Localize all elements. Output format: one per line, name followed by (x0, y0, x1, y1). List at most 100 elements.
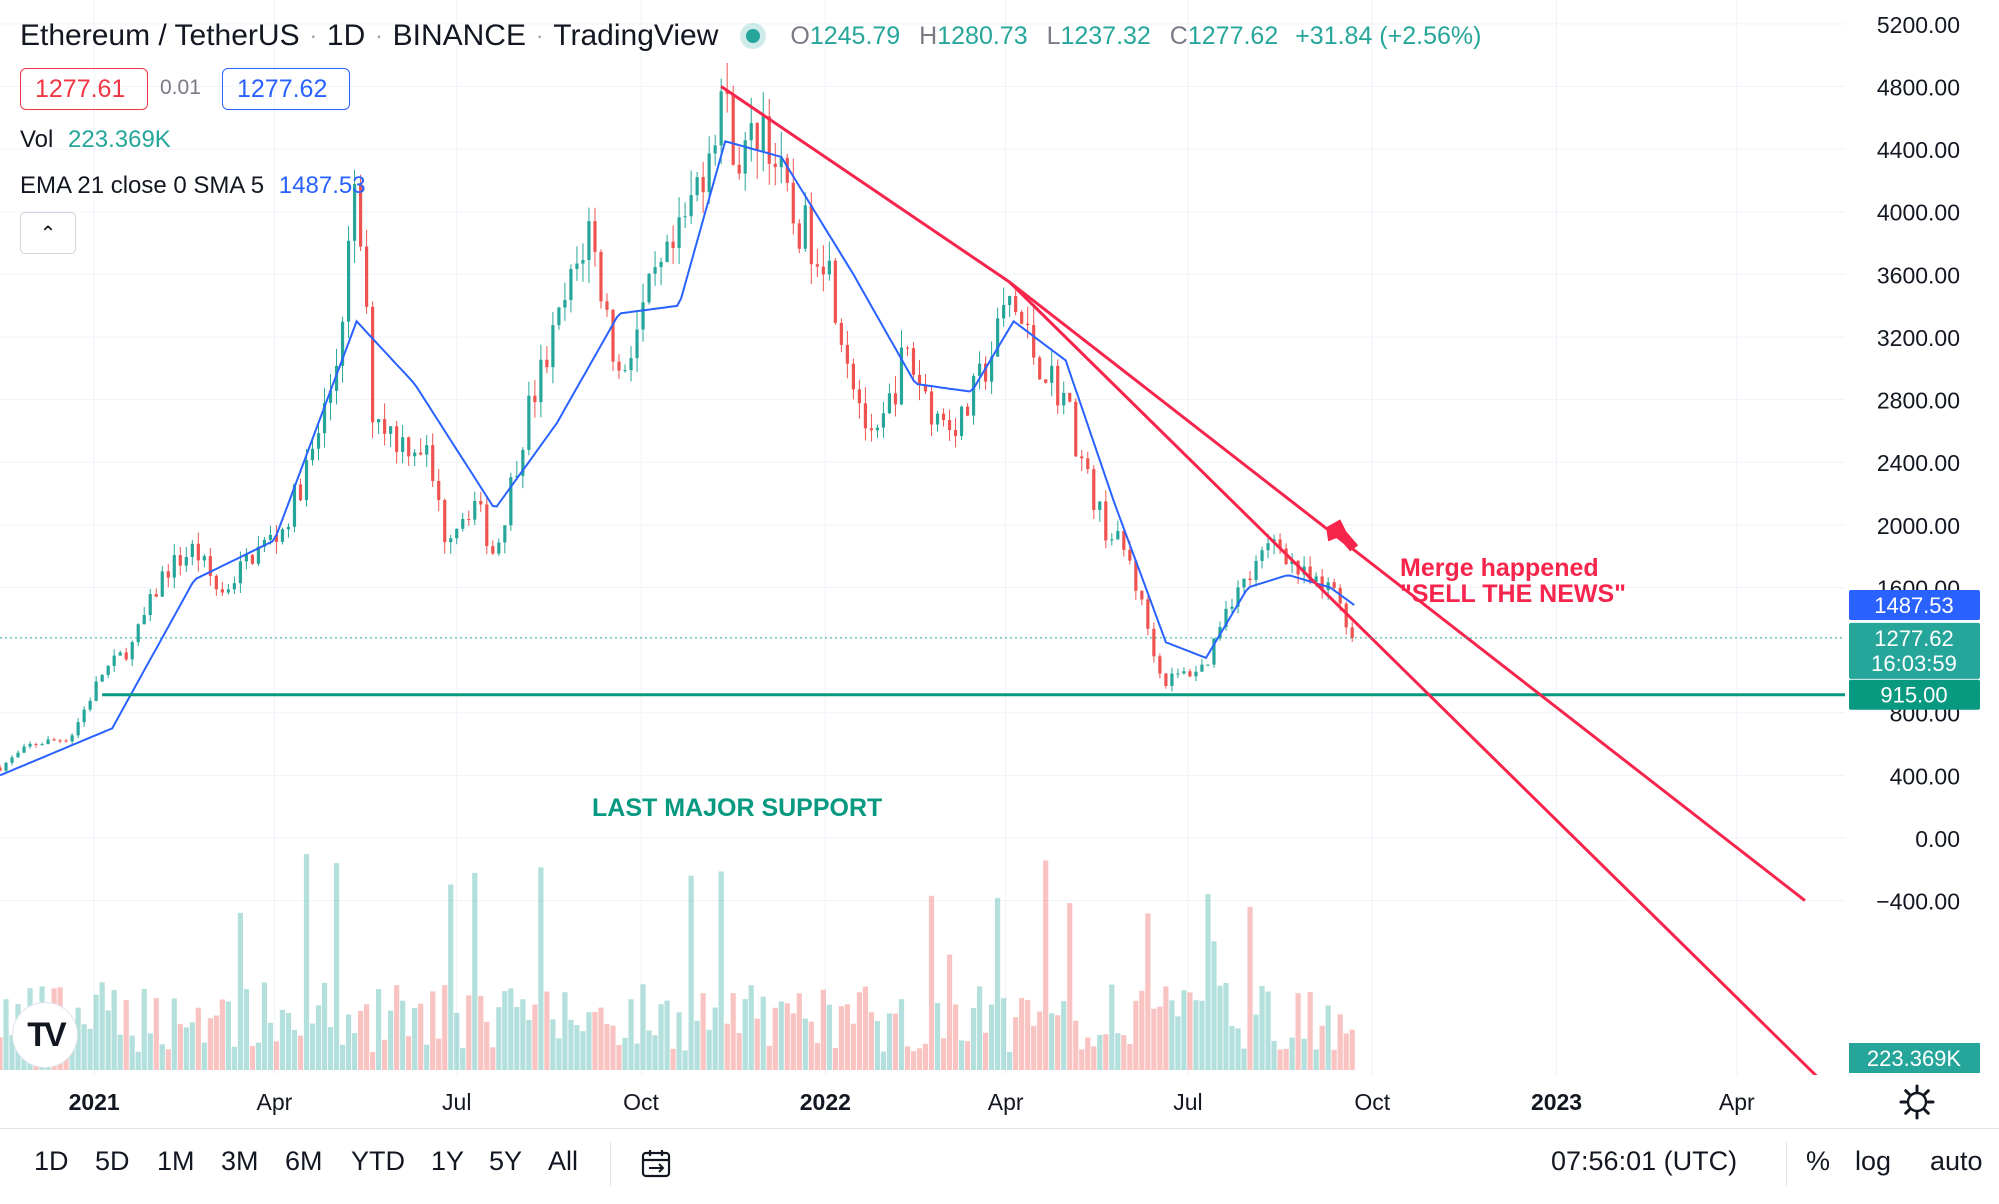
candle-body (623, 370, 627, 372)
volume-bar (556, 1038, 562, 1070)
volume-legend-label: Vol (20, 126, 54, 153)
ema-legend[interactable]: EMA 21 close 0 SMA 5 1487.53 (20, 172, 366, 200)
candle-body (713, 145, 717, 154)
candle-body (1068, 392, 1072, 402)
candle-body (1248, 578, 1252, 581)
volume-bar (868, 1012, 875, 1070)
volume-bar (388, 1010, 394, 1070)
candle-body (310, 448, 315, 461)
candle-body (905, 347, 910, 349)
range-5d-button[interactable]: 5D (95, 1146, 130, 1176)
candle-body (1116, 530, 1120, 540)
volume-bar (934, 1002, 941, 1070)
candle-body (334, 365, 339, 391)
volume-bar (808, 1021, 814, 1070)
time-tick-label: 2022 (800, 1089, 851, 1115)
sell-button[interactable]: 1277.61 (20, 68, 148, 110)
candle-body (22, 746, 26, 753)
candle-body (40, 744, 44, 746)
candle-body (815, 264, 819, 267)
interval-label[interactable]: 1D (326, 19, 366, 52)
volume-bar (87, 1028, 93, 1070)
volume-bar (742, 999, 748, 1070)
volume-bar (1073, 1020, 1079, 1070)
volume-bar (622, 1037, 628, 1070)
candle-body (100, 674, 104, 682)
percent-scale-toggle[interactable]: % (1806, 1146, 1831, 1176)
volume-bar (544, 991, 550, 1070)
auto-scale-toggle[interactable]: auto (1930, 1146, 1983, 1176)
candle-body (941, 413, 946, 421)
symbol-header[interactable]: Ethereum / TetherUS · 1D · BINANCE · Tra… (20, 14, 1481, 58)
volume-bar (1127, 1044, 1133, 1070)
volume-bar (784, 1003, 790, 1070)
candle-body (1074, 401, 1078, 457)
symbol-name[interactable]: Ethereum / TetherUS (20, 19, 300, 52)
trendlines (720, 85, 1818, 1075)
time-axis: 2021 Apr Jul Oct 2022 Apr Jul Oct 2023 Apr (69, 1089, 1755, 1115)
candle-body (707, 153, 711, 193)
low-label: L (1046, 21, 1061, 50)
candle-body (557, 307, 561, 326)
range-3m-button[interactable]: 3M (221, 1146, 259, 1176)
volume-bar (484, 1021, 490, 1070)
range-ytd-button[interactable]: YTD (351, 1146, 405, 1176)
trendline (1008, 280, 1806, 902)
candle-body (0, 767, 2, 771)
candle-body (76, 722, 80, 736)
candle-body (58, 740, 62, 742)
price-tick-label: 4800.00 (1877, 74, 1960, 100)
buy-button[interactable]: 1277.62 (222, 68, 350, 110)
candle-body (358, 184, 363, 247)
volume-bar (237, 912, 243, 1070)
volume-bar (989, 1004, 995, 1070)
range-1d-button[interactable]: 1D (34, 1146, 69, 1176)
change-value: +31.84 (+2.56%) (1295, 21, 1482, 50)
volume-bar (231, 1046, 237, 1070)
candle-body (803, 205, 807, 249)
collapse-legend-button[interactable]: ⌃ (20, 212, 76, 254)
candle-body (461, 519, 465, 529)
candle-body (437, 480, 441, 501)
candle-body (809, 205, 813, 265)
range-5y-button[interactable]: 5Y (489, 1146, 523, 1176)
date-range-icon[interactable] (640, 1148, 674, 1180)
candle-body (491, 546, 495, 554)
candle-body (1026, 323, 1030, 326)
tradingview-logo-icon[interactable]: TV (12, 1002, 78, 1068)
range-1m-button[interactable]: 1M (157, 1146, 195, 1176)
range-6m-button[interactable]: 6M (285, 1146, 323, 1176)
volume-bar (339, 1044, 346, 1070)
volume-bar (1199, 1000, 1205, 1070)
volume-bar (1043, 860, 1049, 1070)
candle-body (1020, 311, 1024, 324)
range-1y-button[interactable]: 1Y (431, 1146, 465, 1176)
candle-body (1320, 576, 1324, 591)
volume-bar (1145, 913, 1151, 1070)
last-price-tag-text: 16:03:59 (1871, 651, 1957, 676)
volume-bar (538, 867, 544, 1070)
volume-bar (370, 1051, 376, 1070)
candle-body (1290, 560, 1294, 565)
candle-body (1134, 560, 1138, 591)
utc-clock[interactable]: 07:56:01 (UTC) (1551, 1146, 1738, 1176)
volume-legend[interactable]: Vol 223.369K (20, 126, 171, 154)
candle-body (527, 395, 531, 450)
volume-bar (1307, 992, 1313, 1070)
volume-bar (195, 1007, 201, 1070)
candle-body (479, 501, 483, 505)
volume-bar (766, 1045, 772, 1070)
low-value: 1237.32 (1060, 21, 1151, 50)
volume-bar (892, 1013, 899, 1070)
volume-bar (1037, 1011, 1043, 1070)
range-all-button[interactable]: All (548, 1146, 579, 1176)
volume-bar (382, 1039, 388, 1070)
volume-bar (814, 1042, 820, 1070)
volume-bar (1001, 998, 1007, 1070)
ema-price-tag-text: 1487.53 (1874, 593, 1954, 618)
settings-gear-icon[interactable] (1898, 1083, 1936, 1121)
candle-body (160, 571, 164, 597)
volume-bar (472, 872, 478, 1070)
log-scale-toggle[interactable]: log (1855, 1146, 1892, 1176)
